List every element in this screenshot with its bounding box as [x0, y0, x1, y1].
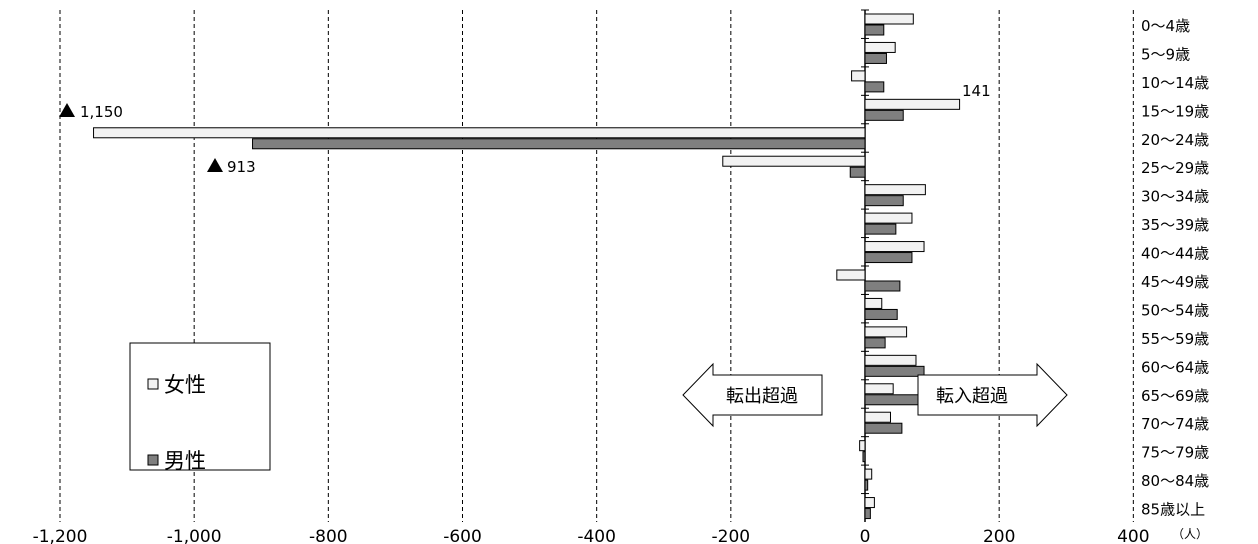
bar-female	[722, 155, 866, 167]
bar-male	[864, 81, 885, 93]
triangle-marker-icon	[207, 158, 223, 172]
x-tick-label: -400	[577, 527, 616, 544]
bar-male	[864, 308, 898, 320]
category-label: 0～4歳	[1141, 17, 1190, 35]
bar-male	[864, 365, 925, 377]
category-label: 50～54歳	[1141, 301, 1209, 319]
category-label: 5～9歳	[1141, 45, 1190, 63]
bar-female	[851, 70, 866, 82]
bar-male	[864, 479, 869, 491]
bar-female	[864, 241, 925, 253]
bar-male	[864, 24, 885, 36]
x-tick-label: 400	[1117, 527, 1149, 544]
bar-female	[93, 127, 866, 139]
category-label: 65～69歳	[1141, 387, 1209, 405]
category-label: 75～79歳	[1141, 444, 1209, 462]
annotation-female-15-19: 141	[962, 82, 991, 100]
bar-female	[864, 184, 926, 196]
legend-label-female: 女性	[164, 373, 206, 397]
bar-male	[864, 52, 887, 64]
bar-male	[864, 422, 903, 434]
bar-male	[864, 252, 913, 264]
bar-female	[864, 297, 883, 309]
category-label: 80～84歳	[1141, 472, 1209, 490]
legend-label-male: 男性	[164, 449, 206, 473]
bar-female	[864, 41, 896, 53]
arrow-in-label: 転入超過	[936, 386, 1008, 407]
category-label: 25～29歳	[1141, 159, 1209, 177]
legend-box	[129, 342, 271, 471]
category-labels: 0～4歳 5～9歳 10～14歳 15～19歳 20～24歳 25～29歳 30～34歳 35…	[1141, 17, 1209, 519]
x-tick-label: -200	[712, 527, 751, 544]
bar-female	[864, 98, 961, 110]
bar-female	[864, 212, 913, 224]
arrow-out: 転出超過	[682, 362, 823, 428]
category-label: 55～59歳	[1141, 330, 1209, 348]
bar-male	[849, 166, 866, 178]
bar-female	[859, 440, 866, 452]
bar-female	[864, 354, 917, 366]
arrow-in: 転入超過	[917, 362, 1068, 428]
category-label: 15～19歳	[1141, 102, 1209, 120]
annotation-male-20-24: 913	[227, 158, 256, 176]
category-label: 40～44歳	[1141, 245, 1209, 263]
x-tick-label: 200	[983, 527, 1015, 544]
bar-male	[864, 280, 901, 292]
annotation-female-20-24: 1,150	[80, 103, 123, 121]
bar-female	[864, 326, 908, 338]
category-label: 85歳以上	[1141, 501, 1205, 519]
bar-female	[864, 411, 891, 423]
bar-female	[864, 383, 894, 395]
category-label: 70～74歳	[1141, 415, 1209, 433]
arrow-out-shape	[682, 362, 823, 428]
bar-male	[252, 138, 866, 150]
bar-male	[862, 451, 866, 463]
bar-male	[864, 508, 871, 520]
bar-male	[864, 109, 904, 121]
x-tick-label: -800	[309, 527, 348, 544]
bar-male	[864, 195, 904, 207]
category-label: 10～14歳	[1141, 74, 1209, 92]
bar-male	[864, 223, 897, 235]
bar-female	[864, 13, 914, 25]
bar-female	[864, 468, 873, 480]
arrow-out-label: 転出超過	[726, 386, 798, 407]
bar-female	[836, 269, 866, 281]
gridlines	[59, 10, 1134, 522]
bars	[93, 13, 961, 520]
bar-female	[864, 497, 875, 509]
category-label: 45～49歳	[1141, 273, 1209, 291]
x-tick-label: 0	[860, 527, 871, 544]
legend-swatch-male	[147, 454, 159, 466]
x-tick-label: -600	[443, 527, 482, 544]
triangle-marker-icon	[59, 103, 75, 117]
x-axis-labels: -1,200 -1,000 -800 -600 -400 -200 0 200 400	[33, 527, 1150, 544]
bar-male	[864, 337, 886, 349]
x-axis-unit-label: （人）	[1172, 527, 1208, 541]
x-tick-label: -1,000	[167, 527, 222, 544]
x-tick-label: -1,200	[33, 527, 88, 544]
category-label: 20～24歳	[1141, 131, 1209, 149]
arrow-in-shape	[917, 362, 1068, 428]
category-label: 35～39歳	[1141, 216, 1209, 234]
category-label: 30～34歳	[1141, 188, 1209, 206]
legend: 女性 男性	[129, 342, 271, 473]
category-label: 60～64歳	[1141, 358, 1209, 376]
legend-swatch-female	[147, 378, 159, 390]
